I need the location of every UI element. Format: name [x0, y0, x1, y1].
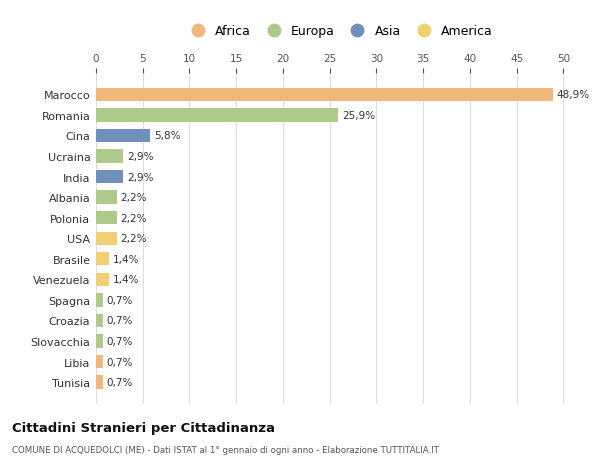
Text: 2,2%: 2,2% — [120, 193, 147, 203]
Bar — [96, 109, 338, 122]
Bar — [96, 170, 123, 184]
Bar — [96, 273, 109, 286]
Bar — [96, 252, 109, 266]
Bar — [96, 232, 116, 246]
Bar — [96, 150, 123, 163]
Text: 0,7%: 0,7% — [106, 377, 133, 387]
Text: 0,7%: 0,7% — [106, 357, 133, 367]
Bar — [96, 375, 103, 389]
Legend: Africa, Europa, Asia, America: Africa, Europa, Asia, America — [180, 20, 498, 43]
Text: 2,9%: 2,9% — [127, 172, 154, 182]
Text: 0,7%: 0,7% — [106, 295, 133, 305]
Bar — [96, 191, 116, 204]
Text: COMUNE DI ACQUEDOLCI (ME) - Dati ISTAT al 1° gennaio di ogni anno - Elaborazione: COMUNE DI ACQUEDOLCI (ME) - Dati ISTAT a… — [12, 445, 439, 454]
Bar — [96, 89, 553, 102]
Bar — [96, 294, 103, 307]
Bar — [96, 212, 116, 225]
Text: 1,4%: 1,4% — [113, 254, 139, 264]
Text: 0,7%: 0,7% — [106, 316, 133, 326]
Bar — [96, 355, 103, 369]
Bar — [96, 314, 103, 327]
Text: 1,4%: 1,4% — [113, 274, 139, 285]
Text: 25,9%: 25,9% — [342, 111, 375, 121]
Bar — [96, 129, 150, 143]
Text: 48,9%: 48,9% — [557, 90, 590, 100]
Text: 2,9%: 2,9% — [127, 151, 154, 162]
Text: 5,8%: 5,8% — [154, 131, 181, 141]
Text: 0,7%: 0,7% — [106, 336, 133, 346]
Text: 2,2%: 2,2% — [120, 213, 147, 223]
Text: Cittadini Stranieri per Cittadinanza: Cittadini Stranieri per Cittadinanza — [12, 421, 275, 434]
Text: 2,2%: 2,2% — [120, 234, 147, 244]
Bar — [96, 335, 103, 348]
